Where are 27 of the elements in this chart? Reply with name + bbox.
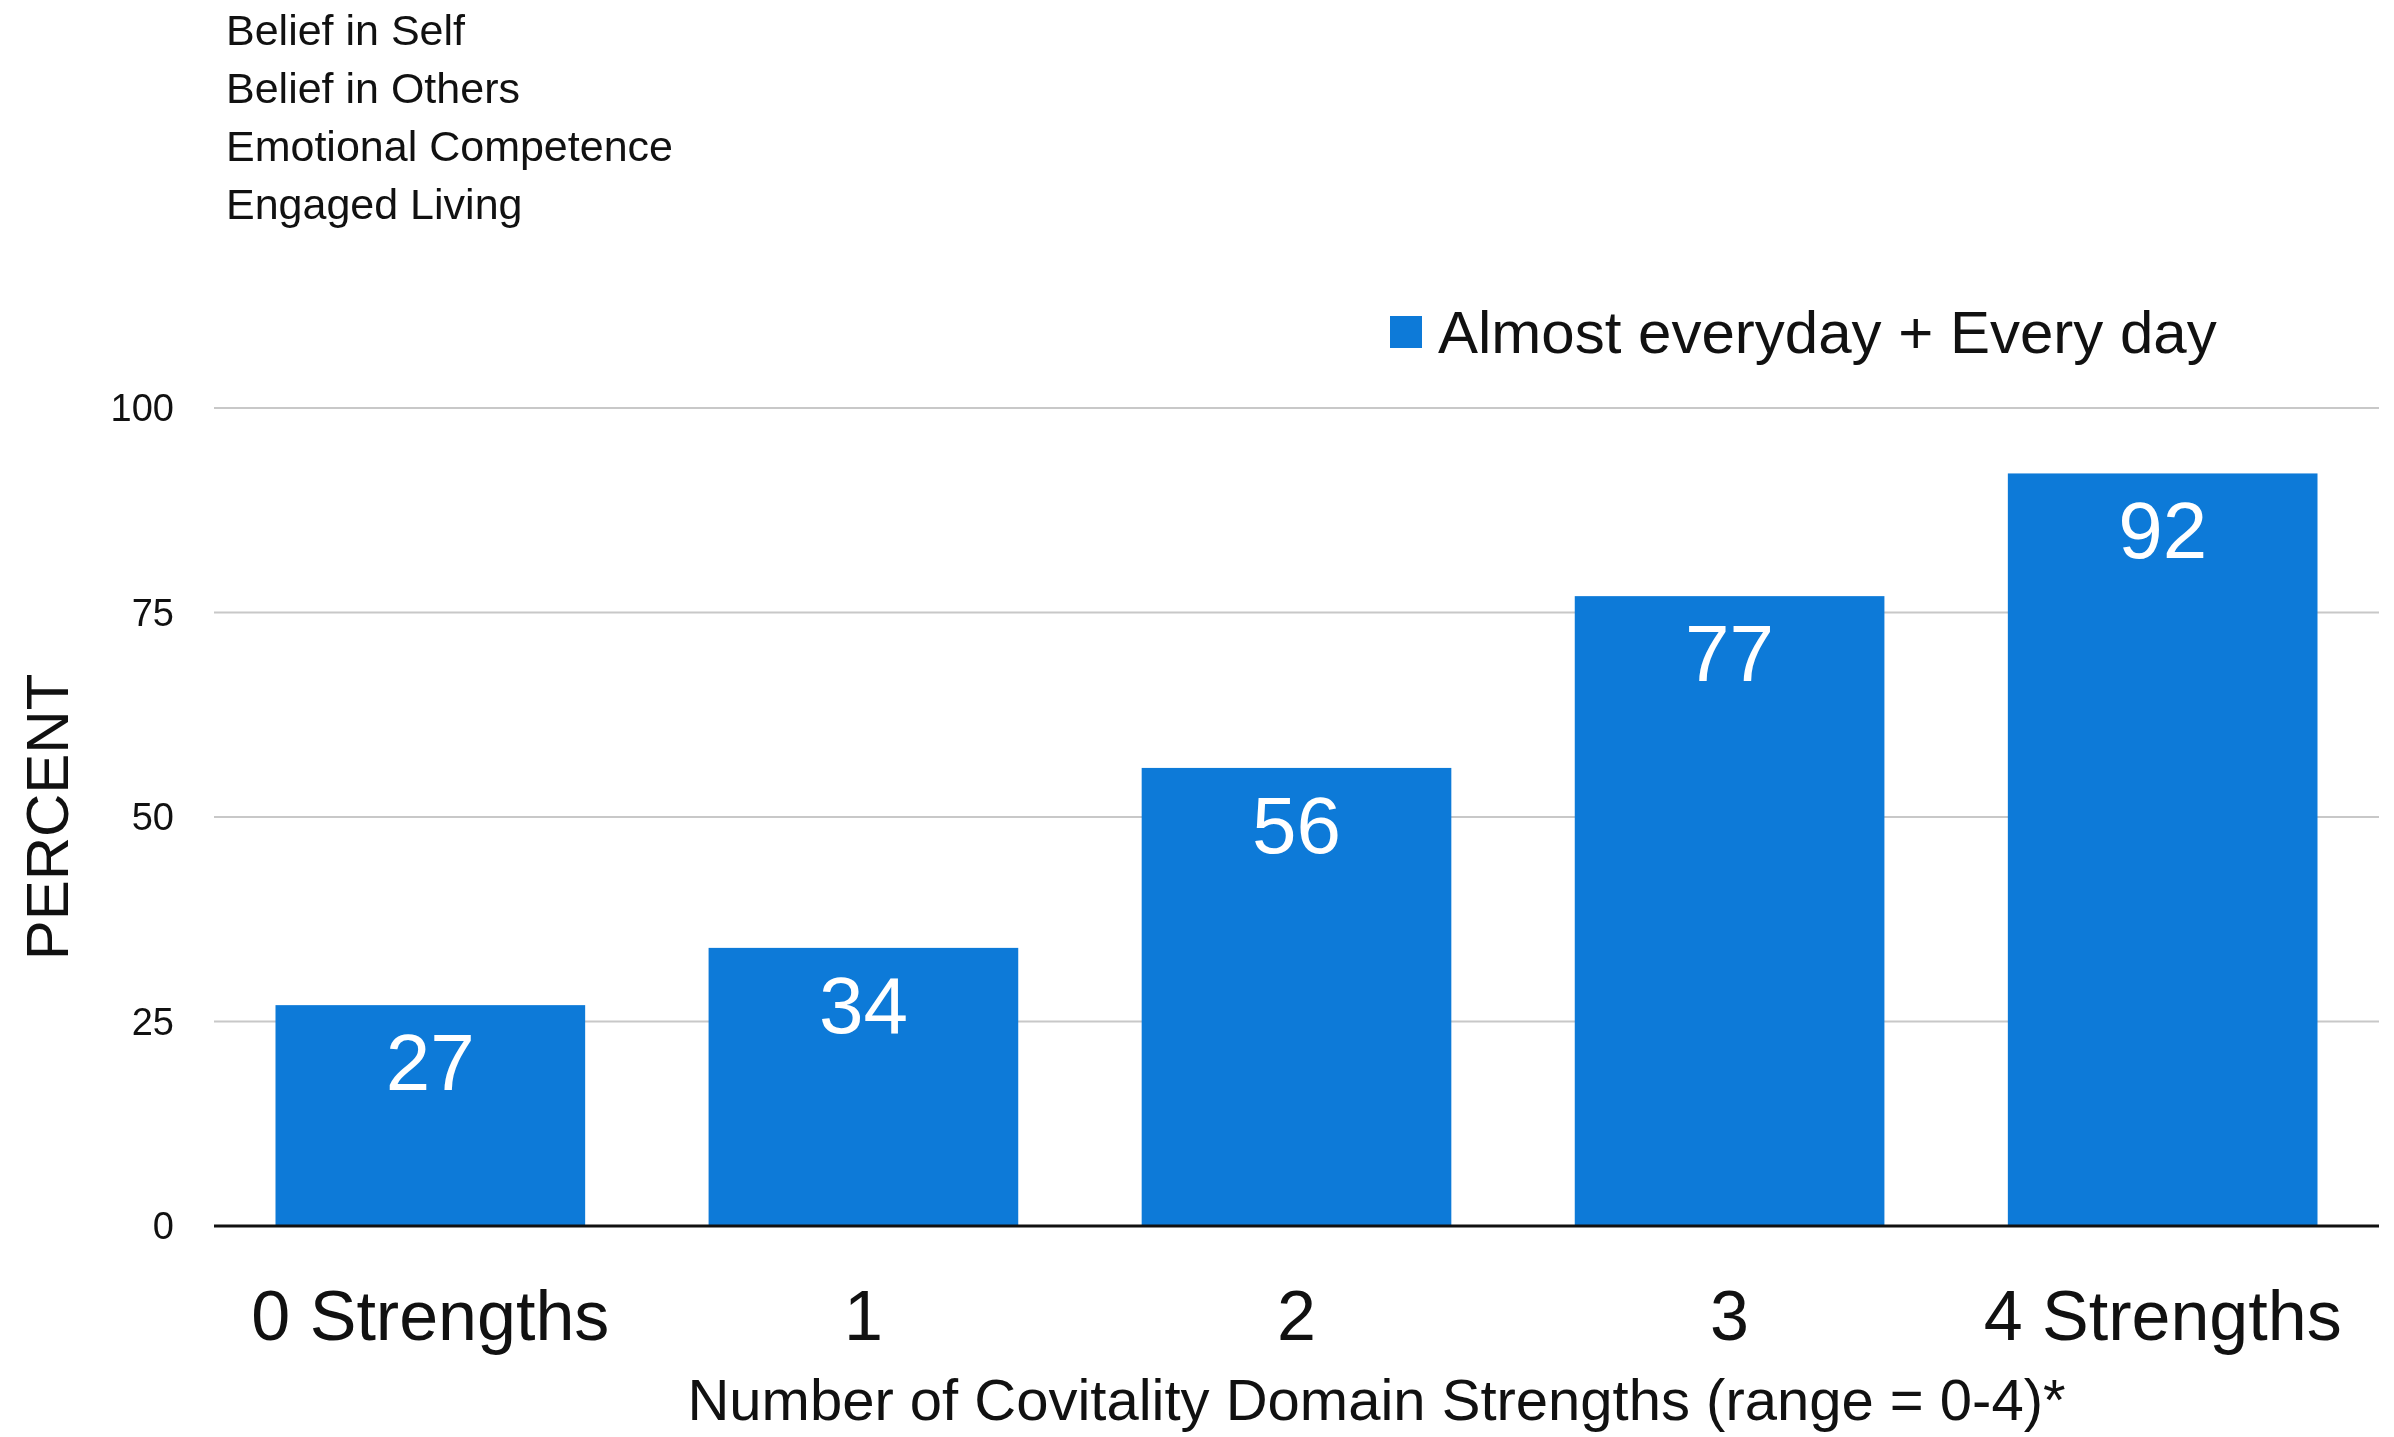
- text: Belief in Self: [226, 6, 467, 54]
- y-tick-label: 100: [110, 387, 174, 430]
- y-tick-label: 75: [131, 591, 174, 634]
- y-tick-label: 0: [152, 1205, 174, 1248]
- y-axis-title: PERCENT: [14, 673, 81, 961]
- data-label: 92: [2118, 486, 2208, 576]
- x-axis-title: Number of Covitality Domain Strengths (range = 0-4)*: [687, 1367, 2066, 1432]
- bar: [2007, 473, 2318, 1226]
- x-tick-label: 2: [1277, 1277, 1316, 1355]
- x-tick-label: 0 Strengths: [251, 1277, 610, 1355]
- text: Emotional Competence: [226, 122, 673, 170]
- bar: [1574, 596, 1885, 1226]
- y-tick-label: 25: [131, 1000, 174, 1043]
- text: Engaged Living: [226, 180, 523, 228]
- data-label: 27: [385, 1018, 475, 1108]
- bar: [1141, 767, 1452, 1226]
- legend-label: Almost everyday + Every day: [1438, 299, 2217, 366]
- text: Belief in Others: [226, 64, 520, 112]
- data-label: 34: [818, 960, 908, 1050]
- x-tick-label: 1: [843, 1277, 883, 1355]
- data-label: 56: [1252, 780, 1341, 870]
- bar: [708, 947, 1019, 1226]
- bar: [275, 1005, 586, 1226]
- x-tick-label: 3: [1710, 1277, 1750, 1355]
- y-tick-label: 50: [131, 796, 174, 839]
- data-label: 77: [1685, 609, 1775, 699]
- x-tick-label: 4 Strengths: [1983, 1277, 2342, 1355]
